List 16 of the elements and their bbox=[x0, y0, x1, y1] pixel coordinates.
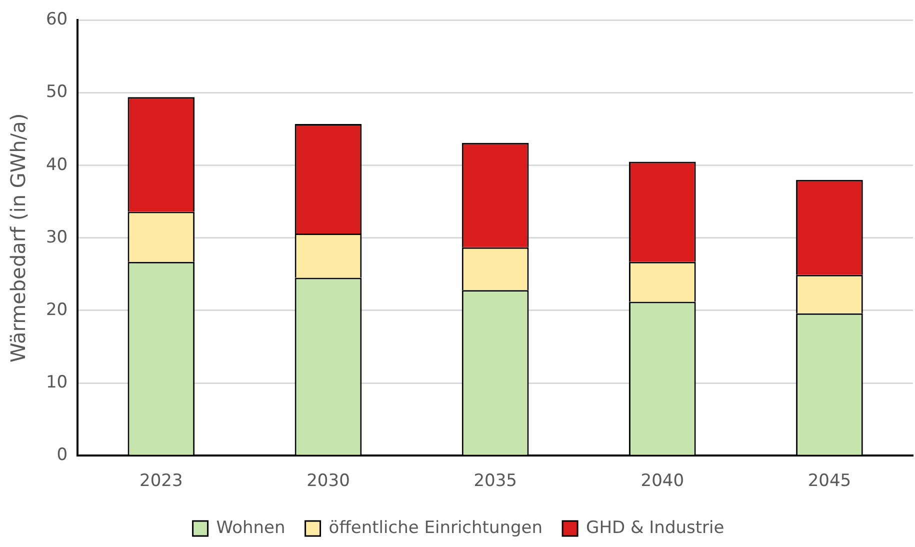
legend-label: GHD & Industrie bbox=[586, 518, 724, 538]
y-tick-label: 20 bbox=[46, 300, 68, 320]
y-tick-label: 10 bbox=[46, 372, 68, 392]
y-tick-label: 30 bbox=[46, 227, 68, 248]
x-tick-label: 2040 bbox=[640, 471, 684, 492]
x-tick-label: 2030 bbox=[306, 471, 350, 492]
x-tick-label: 2035 bbox=[474, 471, 517, 492]
legend-label: öffentliche Einrichtungen bbox=[328, 518, 543, 538]
y-tick-label: 0 bbox=[56, 445, 68, 466]
legend-label: Wohnen bbox=[216, 518, 286, 538]
x-tick-label: 2023 bbox=[140, 471, 183, 492]
y-axis-title: Wärmebedarf (in GWh/a) bbox=[6, 113, 30, 362]
y-tick-label: 60 bbox=[46, 10, 68, 30]
x-tick-label: 2045 bbox=[808, 471, 852, 492]
y-tick-label: 50 bbox=[46, 82, 68, 102]
y-tick-label: 40 bbox=[46, 154, 68, 175]
